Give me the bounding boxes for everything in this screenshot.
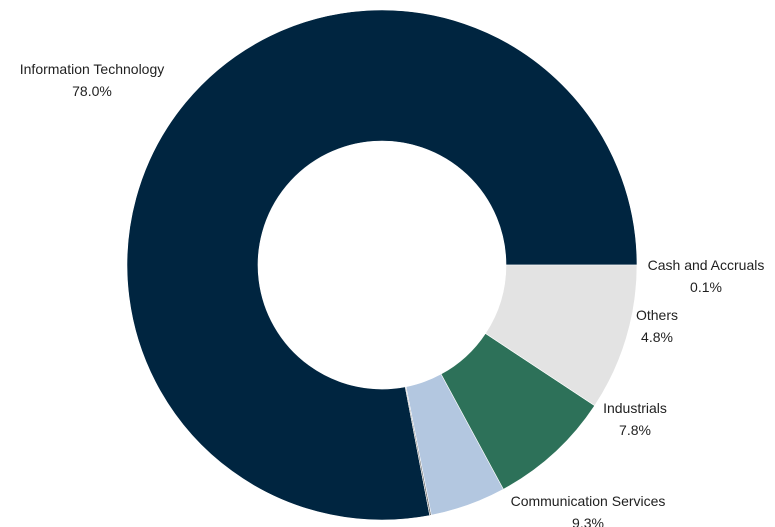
slice-labels: Information Technology 78.0% Cash and Accr…: [20, 61, 765, 527]
label-information-technology: Information Technology: [20, 61, 165, 77]
donut-slices: [126, 9, 638, 521]
slice-communication-services: [485, 264, 638, 407]
slice-information-technology: [126, 9, 638, 521]
slice-others: [405, 373, 504, 516]
value-label-communication-services: 9.3%: [572, 515, 604, 527]
label-others: Others: [636, 307, 678, 323]
value-label-others: 4.8%: [641, 329, 673, 345]
value-label-cash-and-accruals: 0.1%: [690, 279, 722, 295]
label-industrials: Industrials: [603, 400, 667, 416]
label-cash-and-accruals: Cash and Accruals: [648, 257, 765, 273]
label-communication-services: Communication Services: [511, 493, 666, 509]
value-label-information-technology: 78.0%: [72, 83, 112, 99]
slice-industrials: [440, 332, 596, 490]
value-label-industrials: 7.8%: [619, 422, 651, 438]
